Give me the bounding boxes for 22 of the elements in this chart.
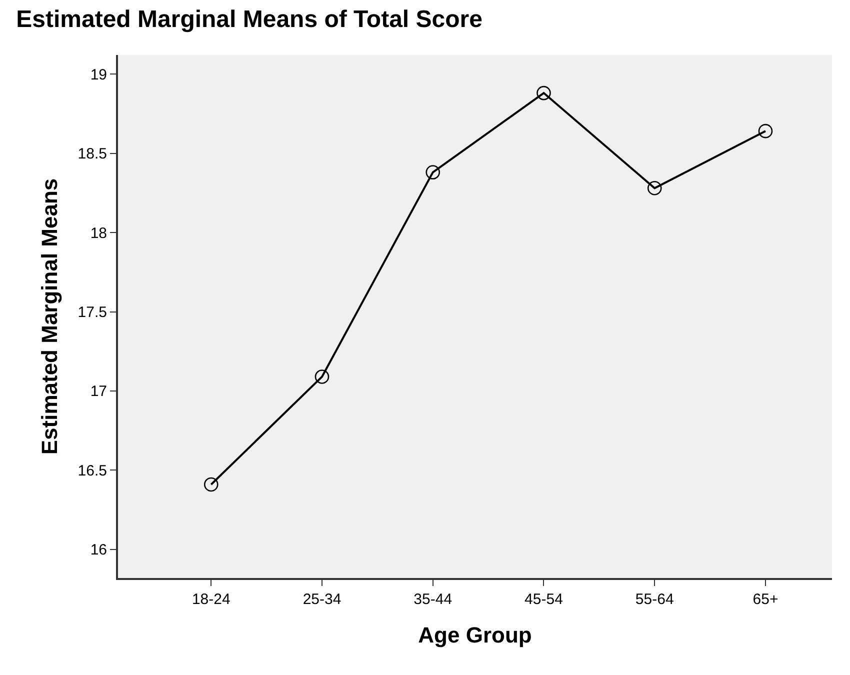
x-tick-label: 45-54 [524,591,563,608]
point [314,370,330,384]
x-tick-label: 18-24 [192,591,230,608]
x-tick-label: 25-34 [302,591,342,608]
x-tick-label: 55-64 [635,591,674,608]
y-tick-label: 16 [90,542,107,559]
point [426,165,440,180]
y-tick-label: 17 [90,383,107,400]
chart-title: Estimated Marginal Means of Total Score [16,6,482,33]
x-axis-title: Age Group [418,622,532,648]
y-tick-label: 18 [90,224,107,242]
x-tick-label: 65+ [752,591,778,608]
x-tick-label: 35-44 [414,591,452,608]
point [647,180,662,196]
point [758,124,773,138]
y-axis-title: Estimated Marginal Means [37,178,62,455]
y-tick-label: 16.5 [78,462,107,480]
y-tick-label: 19 [90,66,107,84]
point [204,477,218,492]
y-tick-label: 18.5 [78,146,107,163]
y-tick-label: 17.5 [78,304,107,321]
point [536,86,551,100]
